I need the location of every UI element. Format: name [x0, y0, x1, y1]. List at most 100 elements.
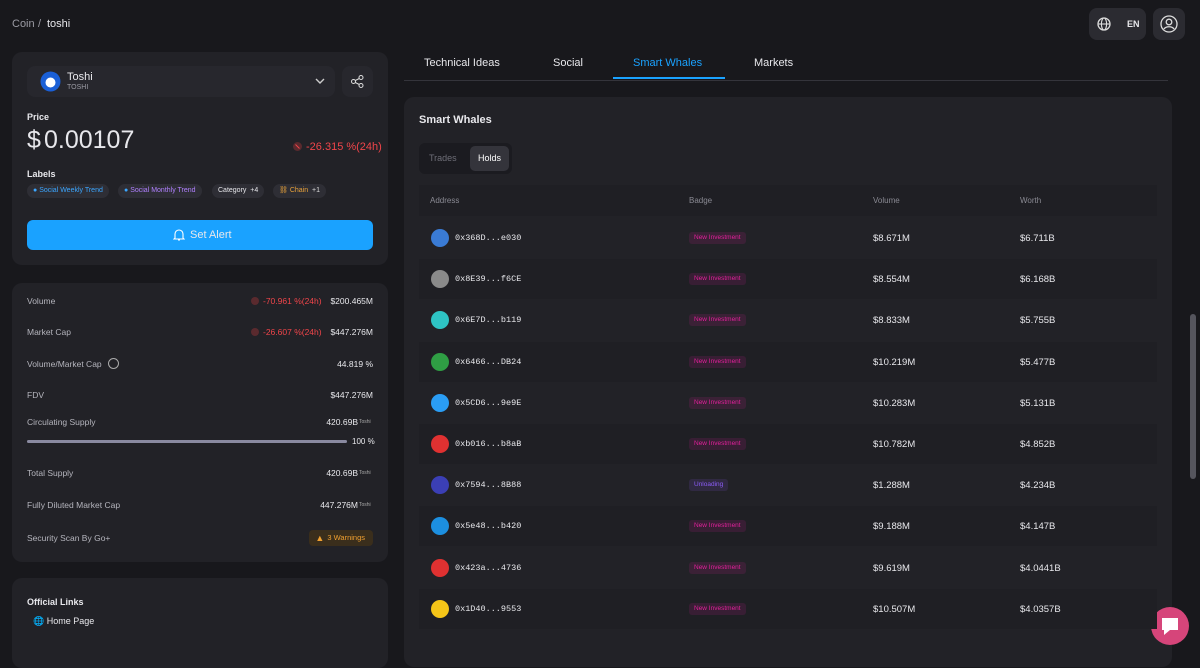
- volume: $10.782M: [873, 439, 916, 450]
- column-header: Worth: [1020, 196, 1042, 205]
- address[interactable]: 0x6466...DB24: [455, 356, 522, 367]
- tabs-divider: [404, 80, 1168, 81]
- scroll-thumb[interactable]: [1190, 314, 1196, 479]
- avatar: [431, 476, 449, 495]
- address[interactable]: 0xb016...b8aB: [455, 439, 522, 449]
- worth: $5.131B: [1020, 397, 1056, 409]
- worth: $4.0357B: [1020, 603, 1061, 615]
- stat-label: Total Supply: [27, 468, 74, 478]
- stat-value: $447.276M: [330, 327, 373, 337]
- chat-button[interactable]: [1150, 606, 1190, 646]
- badge: New Investment: [689, 561, 746, 574]
- language-button[interactable]: EN: [1089, 8, 1146, 40]
- scrollbar[interactable]: [1190, 52, 1196, 652]
- worth: $4.147B: [1020, 521, 1056, 533]
- set-alert-button[interactable]: Set Alert: [27, 220, 373, 250]
- table-row[interactable]: [419, 300, 1157, 341]
- down-icon: [293, 142, 302, 151]
- volume: $10.283M: [873, 397, 916, 409]
- tab[interactable]: Social: [553, 57, 583, 69]
- table-row[interactable]: [419, 424, 1157, 464]
- bell-icon: [173, 229, 185, 241]
- volume: $9.188M: [873, 521, 910, 533]
- breadcrumb-separator: /: [38, 18, 42, 30]
- worth: $6.168B: [1020, 274, 1056, 286]
- worth: $4.234B: [1020, 480, 1056, 492]
- table-row[interactable]: [419, 382, 1157, 423]
- toggle[interactable]: Holds: [470, 146, 509, 171]
- category-tag[interactable]: Category +4: [212, 184, 265, 198]
- address[interactable]: 0x368D...e030: [455, 233, 522, 243]
- stat-label: FDV: [27, 390, 44, 400]
- label-tag[interactable]: ● Social Weekly Trend: [27, 184, 109, 198]
- chain-tag[interactable]: ⛓ Chain +1: [273, 184, 327, 198]
- stat-label: Volume/Market Cap: [27, 359, 102, 369]
- warning-badge[interactable]: 3 Warnings ▲: [309, 530, 373, 546]
- labels-title: Labels: [27, 169, 56, 179]
- stat-value: 447.276M: [320, 500, 358, 510]
- label-text: Social Monthly Trend: [130, 187, 196, 194]
- stat-label: Circulating Supply: [27, 417, 96, 427]
- chain-count: +1: [312, 187, 321, 194]
- column-header: Badge: [689, 196, 713, 205]
- table-row[interactable]: [419, 465, 1157, 506]
- stat-label: Fully Diluted Market Cap: [27, 500, 121, 510]
- address[interactable]: 0x7594...8B88: [455, 480, 522, 491]
- address[interactable]: 0x1D40...9553: [455, 603, 522, 614]
- price-change: -26.315 %(24h): [306, 141, 382, 153]
- stat-label: Market Cap: [27, 327, 71, 337]
- worth: $5.755B: [1020, 315, 1056, 327]
- badge: New Investment: [689, 396, 746, 409]
- table-header: [419, 185, 1157, 216]
- table-row[interactable]: [419, 341, 1157, 382]
- share-button[interactable]: [342, 66, 373, 97]
- badge: Unloading: [689, 479, 729, 492]
- price-currency: $: [27, 126, 41, 154]
- coin-symbol: TOSHI: [67, 84, 89, 91]
- worth: $6.711B: [1020, 233, 1055, 244]
- set-alert-text: Set Alert: [190, 229, 232, 241]
- avatar: [431, 558, 449, 577]
- address[interactable]: 0x423a...4736: [455, 562, 522, 573]
- links-title: Official Links: [27, 597, 84, 607]
- progress-label: 100 %: [352, 437, 375, 446]
- tab[interactable]: Smart Whales: [633, 57, 703, 69]
- price-value: 0.00107: [44, 126, 135, 154]
- table-row[interactable]: [419, 218, 1157, 258]
- link[interactable]: 🌐 Home Page: [33, 616, 95, 626]
- language: EN: [1127, 19, 1140, 29]
- stat-unit: Toshi: [359, 419, 371, 425]
- table-row[interactable]: [419, 547, 1157, 588]
- table-row[interactable]: [419, 588, 1157, 629]
- category-count: +4: [250, 187, 259, 194]
- table-row[interactable]: [419, 259, 1157, 300]
- breadcrumb-current: toshi: [47, 18, 71, 30]
- toggle[interactable]: Trades: [422, 146, 467, 171]
- coin-selector[interactable]: [27, 66, 335, 97]
- coin-name: Toshi: [67, 71, 93, 83]
- user-icon: [1160, 15, 1178, 33]
- stat-unit: Toshi: [359, 470, 371, 476]
- address[interactable]: 0x8E39...f6CE: [455, 274, 522, 285]
- address[interactable]: 0x5e48...b420: [455, 521, 522, 532]
- tab[interactable]: Markets: [754, 57, 794, 69]
- label-tag[interactable]: ● Social Monthly Trend: [118, 184, 202, 198]
- badge: New Investment: [689, 355, 746, 368]
- worth: $5.477B: [1020, 356, 1056, 368]
- stat-value: 44.819 %: [337, 359, 373, 369]
- worth: $4.852B: [1020, 439, 1056, 450]
- coin-logo: [40, 71, 61, 92]
- table-row[interactable]: [419, 506, 1157, 547]
- stat-label: Volume: [27, 296, 56, 306]
- chevron-icon: [315, 78, 325, 84]
- worth: $4.0441B: [1020, 562, 1061, 574]
- down-icon: [251, 328, 259, 336]
- address[interactable]: 0x6E7D...b119: [455, 315, 522, 326]
- account-button[interactable]: [1153, 8, 1185, 40]
- volume: $10.219M: [873, 356, 916, 368]
- address[interactable]: 0x5CD6...9e9E: [455, 397, 522, 408]
- link-text: Home Page: [46, 616, 95, 626]
- tab[interactable]: Technical Ideas: [424, 57, 500, 69]
- breadcrumb-parent[interactable]: Coin: [12, 18, 35, 30]
- column-header: Address: [430, 196, 460, 205]
